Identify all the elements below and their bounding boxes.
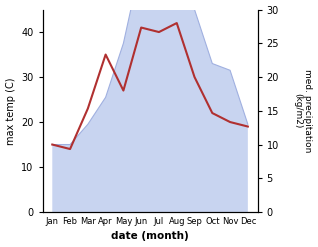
Y-axis label: max temp (C): max temp (C) [5, 77, 16, 144]
Y-axis label: med. precipitation
(kg/m2): med. precipitation (kg/m2) [293, 69, 313, 152]
X-axis label: date (month): date (month) [111, 231, 189, 242]
